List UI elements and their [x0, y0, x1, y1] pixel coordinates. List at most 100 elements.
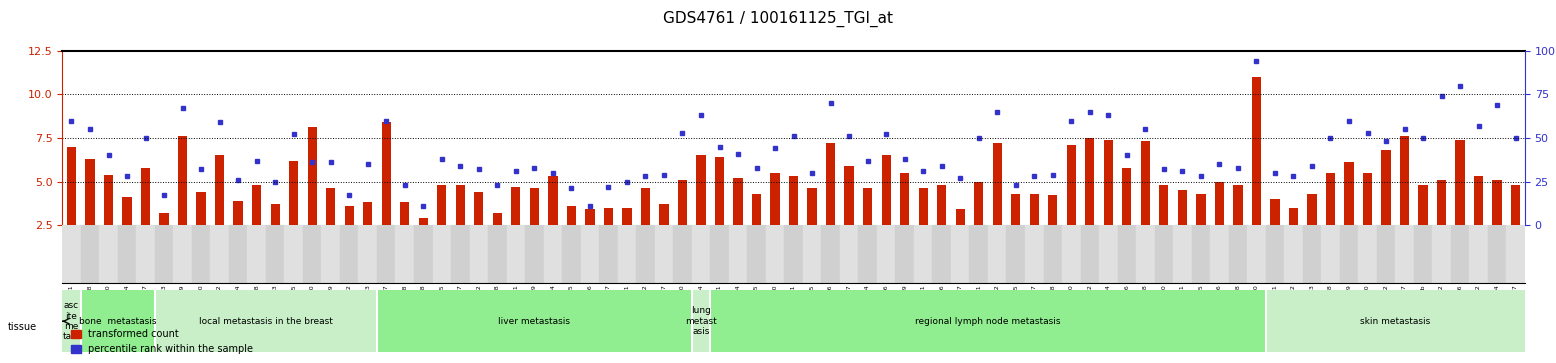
Bar	[808, 188, 817, 225]
Bar	[1419, 185, 1428, 225]
Bar	[548, 176, 557, 225]
Bar	[822, 225, 840, 283]
Bar	[419, 218, 428, 225]
Bar	[1011, 194, 1021, 225]
Bar	[303, 225, 322, 283]
Bar	[710, 225, 728, 283]
Bar	[1067, 145, 1075, 225]
Bar	[1049, 195, 1058, 225]
Text: bone  metastasis: bone metastasis	[79, 317, 157, 326]
Bar	[118, 225, 137, 283]
Bar	[1433, 225, 1450, 283]
Bar	[229, 225, 247, 283]
Bar	[1270, 199, 1279, 225]
Bar	[1474, 176, 1483, 225]
Bar	[381, 122, 391, 225]
Bar	[728, 225, 747, 283]
Bar	[1234, 185, 1243, 225]
Bar	[451, 225, 470, 283]
Bar	[210, 225, 229, 283]
Bar	[678, 180, 688, 225]
Bar	[322, 225, 339, 283]
Bar	[988, 225, 1007, 283]
Bar	[655, 225, 674, 283]
Bar	[1080, 225, 1099, 283]
Bar	[1215, 182, 1225, 225]
Bar	[62, 225, 81, 283]
Bar	[913, 225, 932, 283]
Bar	[433, 225, 451, 283]
Bar	[974, 182, 983, 225]
Bar	[1251, 77, 1260, 225]
Bar	[86, 159, 95, 225]
Bar	[845, 166, 854, 225]
Bar	[308, 127, 317, 225]
Bar	[1030, 194, 1039, 225]
Bar	[271, 204, 280, 225]
Bar	[493, 213, 503, 225]
Bar	[752, 194, 761, 225]
Bar	[159, 213, 168, 225]
Bar	[1159, 185, 1169, 225]
Bar	[562, 225, 580, 283]
Bar	[580, 225, 599, 283]
Bar	[1321, 225, 1340, 283]
Bar	[1099, 225, 1117, 283]
Bar	[1382, 150, 1391, 225]
Bar	[400, 203, 409, 225]
Bar	[585, 209, 594, 225]
Bar	[1248, 225, 1265, 283]
Bar	[215, 155, 224, 225]
Bar	[437, 185, 447, 225]
Bar	[1173, 225, 1192, 283]
Bar	[142, 168, 151, 225]
Bar	[1063, 225, 1080, 283]
Bar	[1265, 290, 1525, 352]
Bar	[1044, 225, 1063, 283]
Bar	[1436, 180, 1446, 225]
Bar	[1085, 138, 1094, 225]
Bar	[173, 225, 191, 283]
Bar	[1025, 225, 1044, 283]
Bar	[747, 225, 766, 283]
Bar	[1288, 208, 1298, 225]
Bar	[358, 225, 377, 283]
Bar	[1358, 225, 1377, 283]
Bar	[512, 187, 520, 225]
Bar	[1414, 225, 1433, 283]
Bar	[489, 225, 507, 283]
Bar	[1229, 225, 1248, 283]
Bar	[1136, 225, 1155, 283]
Bar	[641, 188, 650, 225]
Bar	[932, 225, 951, 283]
Bar	[733, 178, 742, 225]
Bar	[697, 155, 705, 225]
Bar	[123, 197, 132, 225]
Bar	[803, 225, 822, 283]
Bar	[377, 290, 692, 352]
Bar	[100, 225, 118, 283]
Bar	[1197, 194, 1206, 225]
Bar	[766, 225, 784, 283]
Bar	[1007, 225, 1025, 283]
Bar	[784, 225, 803, 283]
Bar	[599, 225, 618, 283]
Bar	[1302, 225, 1321, 283]
Bar	[154, 225, 173, 283]
Bar	[955, 209, 965, 225]
Text: local metastasis in the breast: local metastasis in the breast	[199, 317, 333, 326]
Bar	[714, 157, 724, 225]
Bar	[1141, 142, 1150, 225]
Bar	[456, 185, 465, 225]
Bar	[895, 225, 913, 283]
Bar	[1506, 225, 1525, 283]
Bar	[252, 185, 261, 225]
Bar	[1363, 173, 1372, 225]
Bar	[196, 192, 205, 225]
Bar	[918, 188, 927, 225]
Bar	[1284, 225, 1302, 283]
Bar	[1178, 190, 1187, 225]
Bar	[81, 290, 154, 352]
Bar	[507, 225, 524, 283]
Bar	[840, 225, 859, 283]
